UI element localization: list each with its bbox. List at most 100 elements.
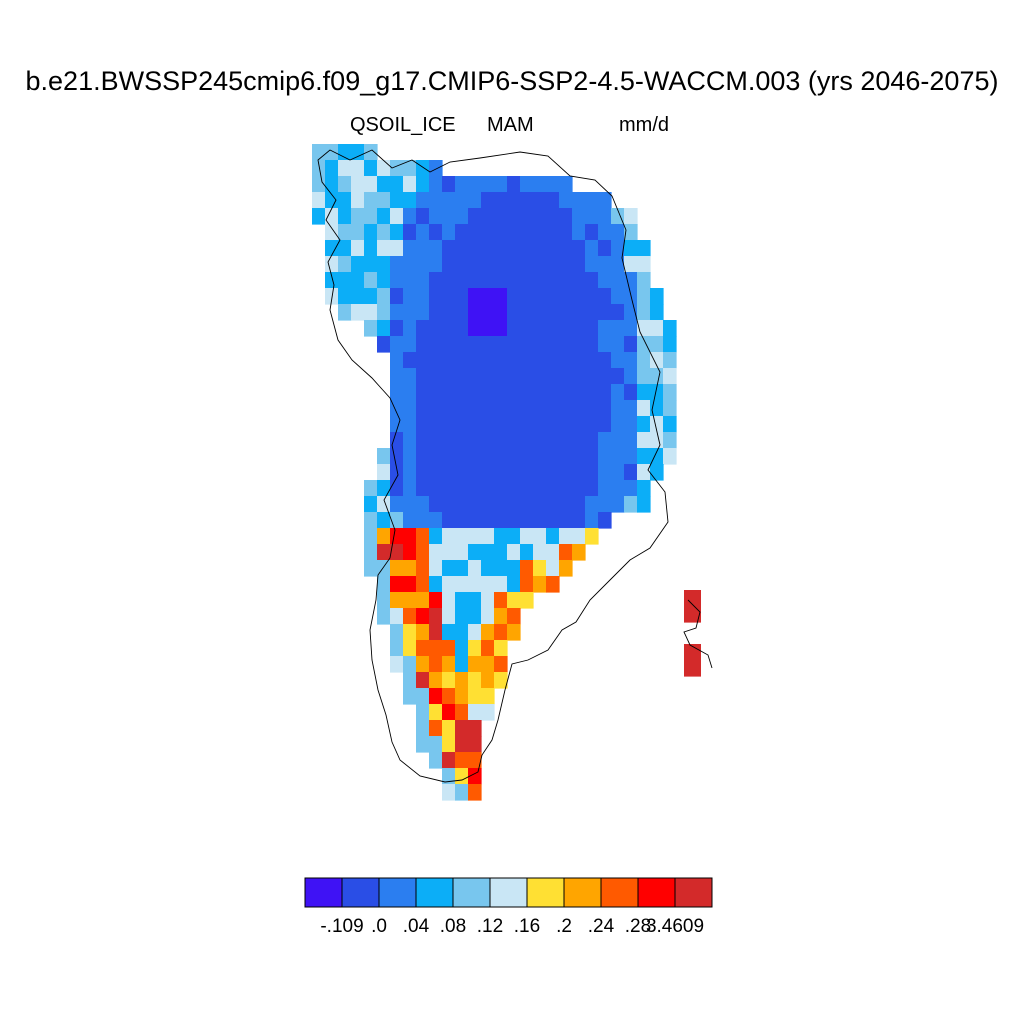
grid-cell	[416, 688, 430, 705]
grid-cell	[377, 528, 391, 545]
grid-cell	[468, 336, 482, 353]
grid-cell	[481, 272, 495, 289]
grid-cell	[598, 352, 612, 369]
grid-cell	[481, 560, 495, 577]
grid-cell	[442, 640, 456, 657]
grid-cell	[546, 304, 560, 321]
grid-cell	[585, 416, 599, 433]
grid-cell	[390, 576, 404, 593]
grid-cell	[598, 368, 612, 385]
grid-cell	[455, 688, 469, 705]
grid-cell	[468, 544, 482, 561]
grid-cell	[351, 144, 365, 161]
grid-cell	[416, 704, 430, 721]
grid-cell	[429, 352, 443, 369]
grid-cell	[455, 624, 469, 641]
grid-cell	[585, 496, 599, 513]
grid-cell	[377, 240, 391, 257]
grid-cell	[455, 304, 469, 321]
grid-cell	[520, 272, 534, 289]
grid-cell	[390, 336, 404, 353]
grid-cell	[416, 672, 430, 689]
grid-cell	[455, 224, 469, 241]
grid-cell	[611, 336, 625, 353]
grid-cell	[559, 544, 573, 561]
grid-cell	[468, 672, 482, 689]
grid-cell	[494, 256, 508, 273]
grid-cell	[377, 544, 391, 561]
grid-cell	[455, 320, 469, 337]
grid-cell-island	[684, 590, 701, 607]
grid-cell	[377, 320, 391, 337]
grid-cell	[572, 192, 586, 209]
grid-cell	[559, 288, 573, 305]
grid-cell	[481, 416, 495, 433]
grid-cell	[468, 624, 482, 641]
grid-cell	[637, 368, 651, 385]
grid-cell	[598, 288, 612, 305]
grid-cell	[364, 320, 378, 337]
grid-cell	[403, 672, 417, 689]
grid-cell	[559, 192, 573, 209]
grid-cell	[429, 512, 443, 529]
grid-cell	[494, 304, 508, 321]
grid-cell	[403, 432, 417, 449]
grid-cell	[637, 464, 651, 481]
grid-cell	[494, 384, 508, 401]
grid-cell	[416, 736, 430, 753]
grid-cell	[416, 160, 430, 177]
grid-cell	[494, 240, 508, 257]
grid-cell	[364, 272, 378, 289]
grid-cell	[455, 192, 469, 209]
grid-cell	[403, 400, 417, 417]
grid-cell	[611, 272, 625, 289]
grid-cell	[611, 320, 625, 337]
grid-cell	[546, 496, 560, 513]
grid-cell	[520, 432, 534, 449]
grid-cell	[468, 448, 482, 465]
grid-cell	[468, 304, 482, 321]
grid-cell	[377, 576, 391, 593]
grid-cell	[637, 416, 651, 433]
grid-cell	[546, 416, 560, 433]
grid-cell	[403, 192, 417, 209]
grid-cell	[390, 496, 404, 513]
grid-cell	[416, 528, 430, 545]
grid-cell	[572, 208, 586, 225]
grid-cell	[559, 496, 573, 513]
grid-cell	[494, 576, 508, 593]
grid-cell	[533, 352, 547, 369]
grid-cell	[338, 272, 352, 289]
grid-cell	[533, 432, 547, 449]
grid-cell	[494, 496, 508, 513]
grid-cell	[429, 368, 443, 385]
grid-cell	[481, 624, 495, 641]
grid-cell	[611, 368, 625, 385]
grid-cell	[429, 400, 443, 417]
grid-cell	[377, 512, 391, 529]
grid-cell	[429, 672, 443, 689]
grid-cell	[455, 752, 469, 769]
grid-cell	[559, 432, 573, 449]
grid-cell	[455, 496, 469, 513]
grid-cell	[598, 272, 612, 289]
grid-cell	[468, 592, 482, 609]
grid-cell	[585, 304, 599, 321]
grid-cell	[494, 192, 508, 209]
grid-cell	[637, 400, 651, 417]
grid-cell	[546, 432, 560, 449]
grid-cell	[585, 288, 599, 305]
grid-cell	[455, 432, 469, 449]
grid-cell	[364, 192, 378, 209]
grid-cell	[650, 352, 664, 369]
grid-cell	[559, 224, 573, 241]
grid-cell	[455, 672, 469, 689]
grid-cell	[351, 176, 365, 193]
grid-cell	[520, 528, 534, 545]
grid-cell	[507, 176, 521, 193]
grid-cell	[520, 288, 534, 305]
grid-cell	[624, 400, 638, 417]
grid-cell	[351, 224, 365, 241]
grid-cell	[429, 544, 443, 561]
grid-cell	[520, 256, 534, 273]
